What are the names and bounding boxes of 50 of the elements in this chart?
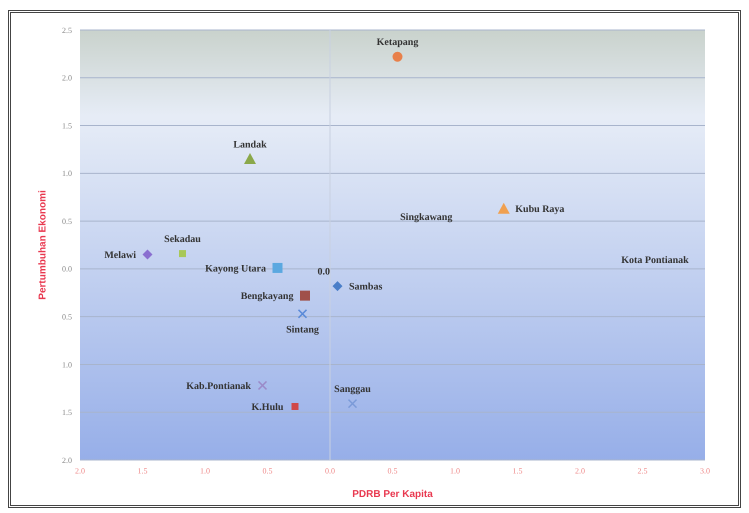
x-tick-label: 1.0 [450, 466, 460, 476]
point [392, 52, 402, 62]
series-label: K.Hulu [252, 402, 284, 414]
point [332, 281, 342, 292]
y-tick-label: 1.0 [62, 360, 72, 370]
y-tick-label: 1.0 [62, 169, 72, 178]
annotation: Singkawang [400, 212, 452, 223]
series-label: Kab.Pontianak [186, 381, 252, 392]
series-label: Sintang [286, 324, 319, 336]
point [258, 380, 268, 390]
y-tick-label: 1.5 [62, 121, 72, 130]
x-tick-label: 3.0 [700, 466, 710, 476]
series-label: Landak [233, 139, 268, 150]
series-label: Kayong Utara [205, 263, 266, 274]
x-tick-label: 1.5 [512, 466, 522, 476]
point [272, 262, 282, 273]
series-label: Melawi [104, 250, 136, 262]
point [142, 250, 152, 260]
x-tick-label: 2.5 [638, 466, 648, 476]
point [179, 250, 186, 258]
x-tick-label: 0.5 [262, 466, 272, 476]
series-label: Kubu Raya [515, 204, 564, 216]
x-tick-label: 2.0 [575, 466, 585, 476]
point [300, 290, 310, 301]
series-label: Ketapang [376, 37, 418, 48]
series-label: Sanggau [334, 384, 372, 396]
series-label: Sekadau [164, 234, 202, 246]
y-tick-label: 1.5 [62, 408, 72, 418]
y-tick-label: 0.0 [62, 264, 72, 274]
y-tick-label: 2.0 [62, 74, 72, 83]
x-tick-label: 2.0 [75, 466, 85, 476]
point [498, 202, 510, 214]
x-tick-label: 0.5 [388, 466, 398, 476]
y-axis-title: Pertumbuhan Ekonomi [38, 190, 49, 300]
annotation: Kota Pontianak [621, 254, 690, 266]
point [348, 398, 358, 408]
point [292, 402, 298, 410]
y-tick-label: 0.5 [62, 216, 72, 226]
series-label: Sambas [349, 282, 382, 293]
annotation: 0.0 [318, 266, 330, 278]
x-tick-label: 1.0 [200, 466, 210, 476]
x-tick-label: 0.0 [325, 466, 335, 476]
point [244, 153, 256, 164]
x-axis-title: PDRB Per Kapita [352, 489, 434, 500]
x-tick-label: 1.5 [138, 466, 148, 476]
point [298, 309, 308, 319]
y-tick-label: 2.5 [62, 26, 72, 35]
y-tick-label: 0.5 [62, 312, 72, 322]
series-label: Bengkayang [240, 291, 294, 302]
y-tick-label: 2.0 [62, 456, 72, 465]
